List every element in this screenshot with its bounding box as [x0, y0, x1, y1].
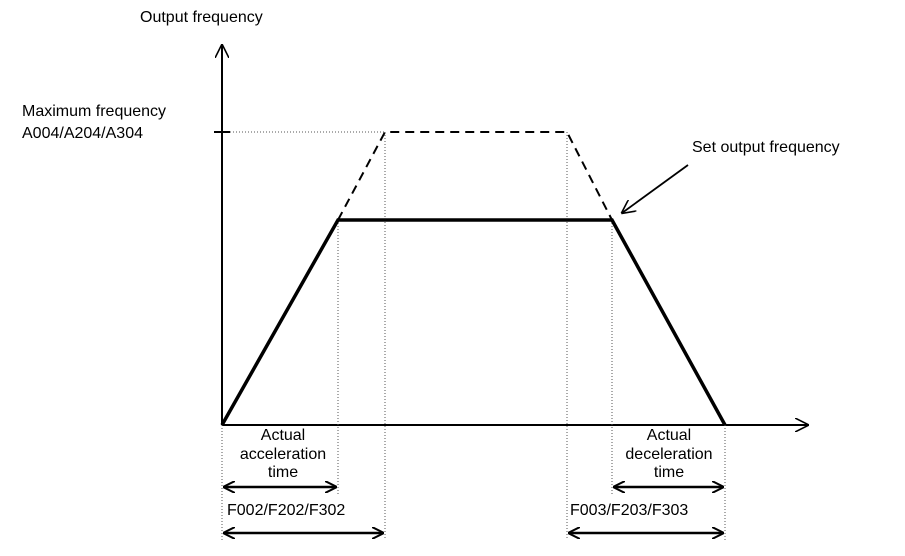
max-profile: [337, 131, 613, 221]
accel-label: acceleration: [240, 446, 326, 463]
decel-label: Actual: [647, 427, 691, 444]
accel-label: Actual: [261, 427, 305, 444]
annotation: Set output frequency: [692, 139, 840, 156]
max-frequency-label: Maximum frequency: [22, 103, 166, 120]
y-axis-label: Output frequency: [140, 9, 263, 26]
actual-profile: [220, 218, 727, 426]
max-frequency-param: A004/A204/A304: [22, 125, 143, 142]
annotation-arrow: [622, 164, 689, 213]
decel-label: deceleration: [625, 446, 712, 463]
accel-label: time: [268, 464, 298, 481]
decel-label: time: [654, 464, 684, 481]
time-arrows: [224, 487, 723, 533]
accel-parameter: F002/F202/F302: [227, 502, 345, 519]
decel-parameter: F003/F203/F303: [570, 502, 688, 519]
guide-lines: [221, 131, 726, 540]
